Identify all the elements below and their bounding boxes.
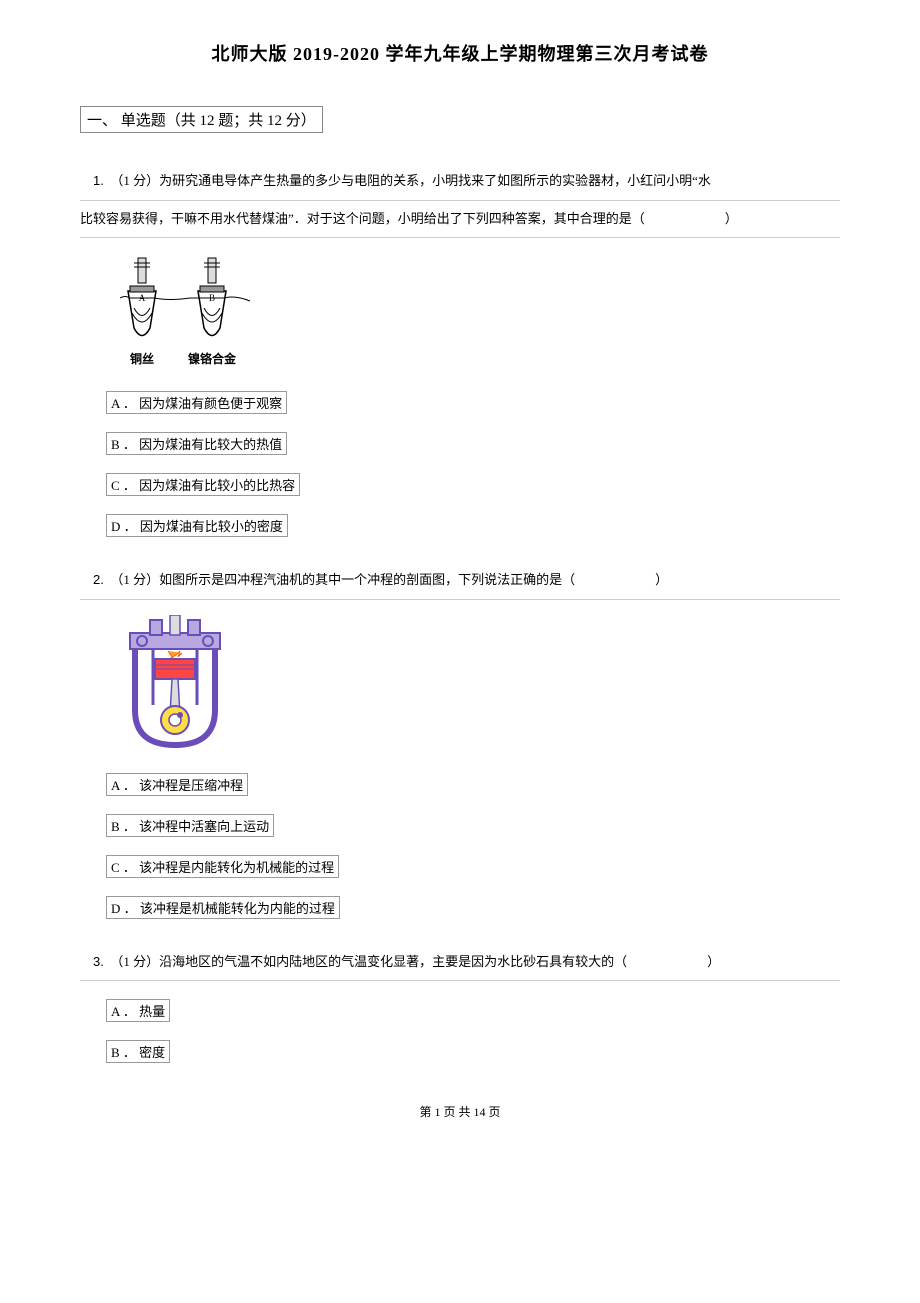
q1-line1: 1. （1 分）为研究通电导体产生热量的多少与电阻的关系，小明找来了如图所示的实…: [80, 163, 840, 201]
q2-num: 2.: [93, 572, 104, 587]
q2-paren: ）: [655, 572, 668, 587]
q2-option-a: A ． 该冲程是压缩冲程: [80, 773, 840, 796]
question-1: 1. （1 分）为研究通电导体产生热量的多少与电阻的关系，小明找来了如图所示的实…: [80, 163, 840, 537]
page-title: 北师大版 2019-2020 学年九年级上学期物理第三次月考试卷: [80, 40, 840, 66]
q1-option-a: A ． 因为煤油有颜色便于观察: [80, 391, 840, 414]
q3-option-a: A ． 热量: [80, 999, 840, 1022]
q3-paren: ）: [707, 954, 720, 969]
q1-line2: 比较容易获得，干嘛不用水代替煤油”．对于这个问题，小明给出了下列四种答案，其中合…: [80, 201, 840, 239]
q1-num: 1.: [93, 173, 104, 188]
q1-text1: 为研究通电导体产生热量的多少与电阻的关系，小明找来了如图所示的实验器材，小红问小…: [159, 173, 711, 188]
q2-text: 如图所示是四冲程汽油机的其中一个冲程的剖面图，下列说法正确的是（: [159, 572, 575, 587]
q2-line: 2. （1 分）如图所示是四冲程汽油机的其中一个冲程的剖面图，下列说法正确的是（…: [80, 562, 840, 600]
q1-img-label-right: 镍铬合金: [188, 351, 237, 366]
q1-option-d: D ． 因为煤油有比较小的密度: [80, 514, 840, 537]
q3-points: （1 分）: [110, 954, 159, 969]
q1-paren: ）: [725, 211, 738, 226]
page-footer: 第 1 页 共 14 页: [80, 1103, 840, 1120]
section-header: 一、 单选题（共 12 题；共 12 分）: [80, 106, 323, 133]
q1-points: （1 分）: [110, 173, 159, 188]
q3-option-b: B ． 密度: [80, 1040, 840, 1063]
q2-option-b: B ． 该冲程中活塞向上运动: [80, 814, 840, 837]
q1-figure: A B 铜丝 镍铬合金: [120, 253, 840, 373]
question-2: 2. （1 分）如图所示是四冲程汽油机的其中一个冲程的剖面图，下列说法正确的是（…: [80, 562, 840, 919]
q1-option-b: B ． 因为煤油有比较大的热值: [80, 432, 840, 455]
q3-num: 3.: [93, 954, 104, 969]
q1-img-label-left: 铜丝: [130, 351, 154, 366]
q2-points: （1 分）: [110, 572, 159, 587]
q2-option-d: D ． 该冲程是机械能转化为内能的过程: [80, 896, 840, 919]
q1-text2: 比较容易获得，干嘛不用水代替煤油”．对于这个问题，小明给出了下列四种答案，其中合…: [80, 211, 645, 226]
q3-line: 3. （1 分）沿海地区的气温不如内陆地区的气温变化显著，主要是因为水比砂石具有…: [80, 944, 840, 982]
question-3: 3. （1 分）沿海地区的气温不如内陆地区的气温变化显著，主要是因为水比砂石具有…: [80, 944, 840, 1064]
q3-text: 沿海地区的气温不如内陆地区的气温变化显著，主要是因为水比砂石具有较大的（: [159, 954, 627, 969]
q2-option-c: C ． 该冲程是内能转化为机械能的过程: [80, 855, 840, 878]
q2-figure: [120, 615, 840, 755]
q1-option-c: C ． 因为煤油有比较小的比热容: [80, 473, 840, 496]
